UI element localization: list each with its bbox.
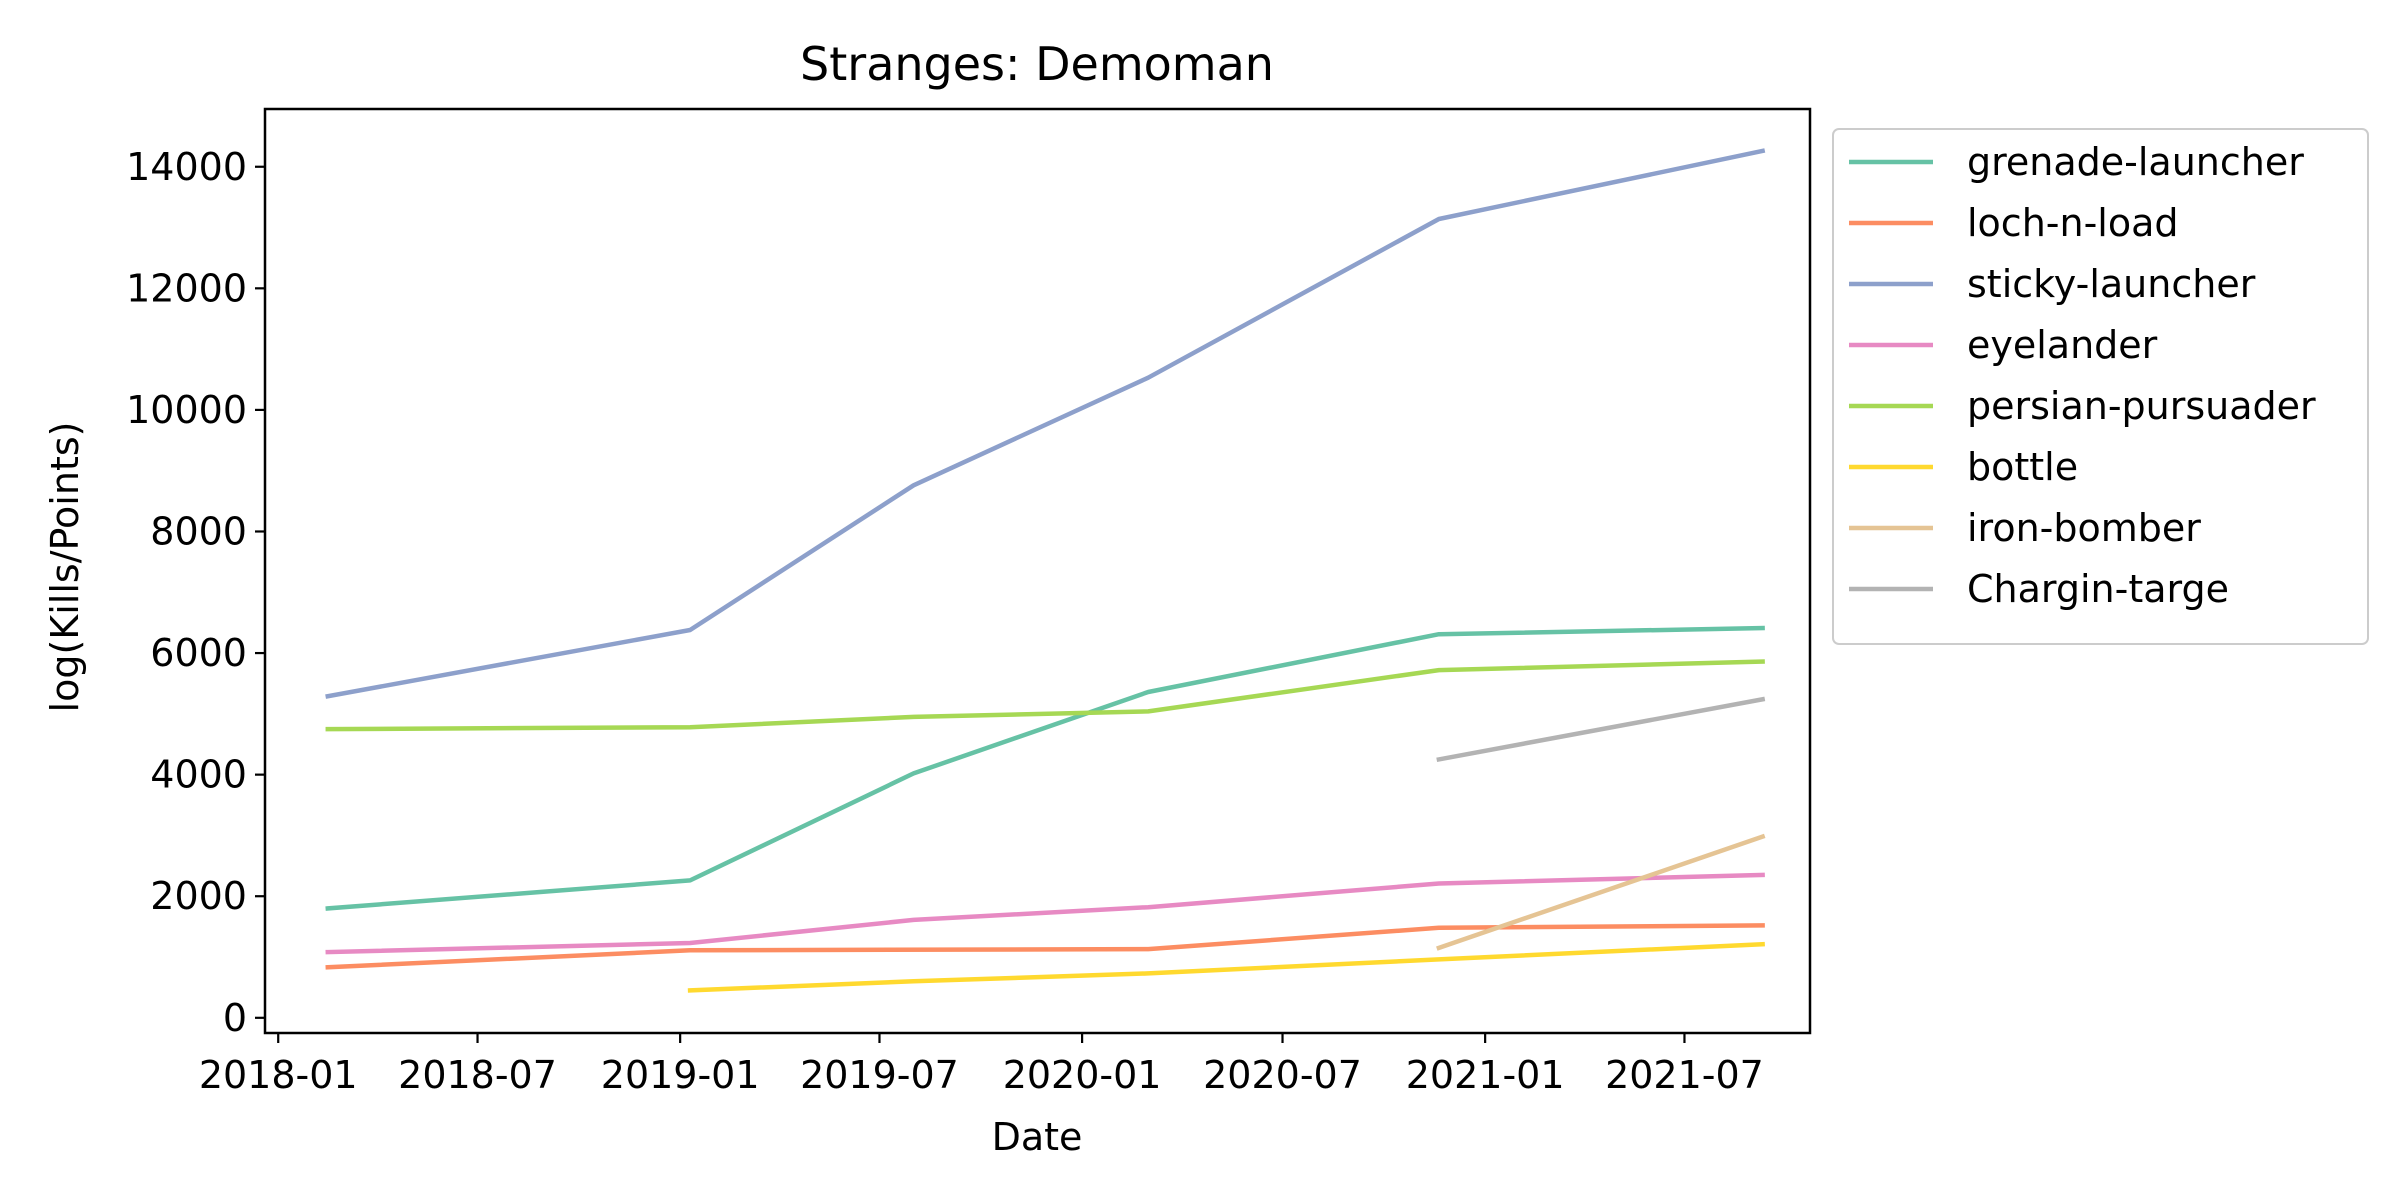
- legend-box: [1832, 128, 2369, 645]
- x-tick-label: 2019-01: [601, 1053, 760, 1097]
- legend-label-loch-n-load: loch-n-load: [1967, 201, 2179, 245]
- x-tick-label: 2020-01: [1003, 1053, 1162, 1097]
- y-tick-label: 2000: [150, 874, 247, 918]
- chart-title: Stranges: Demoman: [800, 37, 1274, 91]
- x-tick-label: 2018-01: [199, 1053, 358, 1097]
- y-tick-label: 8000: [150, 509, 247, 553]
- x-tick-label: 2018-07: [398, 1053, 557, 1097]
- x-tick-label: 2020-07: [1203, 1053, 1362, 1097]
- x-tick-label: 2021-01: [1406, 1053, 1565, 1097]
- legend-label-sticky-launcher: sticky-launcher: [1967, 262, 2256, 306]
- series-line-loch-n-load: [325, 923, 1765, 970]
- plot-frame: [263, 107, 1812, 1035]
- y-tick-label: 12000: [126, 266, 247, 310]
- series-line-grenade-launcher: [325, 625, 1765, 911]
- y-axis-label: log(Kills/Points): [43, 422, 87, 713]
- x-tick-label: 2021-07: [1605, 1053, 1764, 1097]
- x-tick-label: 2019-07: [800, 1053, 959, 1097]
- series-layer: [325, 148, 1766, 993]
- series-line-persian-pursuader: [325, 659, 1765, 732]
- legend-label-chargin-targe: Chargin-targe: [1967, 567, 2229, 611]
- y-tick-label: 6000: [150, 631, 247, 675]
- y-tick-label: 10000: [126, 388, 247, 432]
- legend-label-eyelander: eyelander: [1967, 323, 2158, 367]
- y-tick-label: 0: [223, 996, 247, 1040]
- series-line-bottle: [687, 941, 1765, 993]
- series-line-chargin-targe: [1436, 696, 1766, 763]
- legend-label-bottle: bottle: [1967, 445, 2078, 489]
- series-line-eyelander: [325, 872, 1765, 955]
- series-line-sticky-launcher: [325, 148, 1766, 699]
- y-tick-label: 4000: [150, 753, 247, 797]
- legend-label-persian-pursuader: persian-pursuader: [1967, 384, 2316, 428]
- y-tick-label: 14000: [126, 145, 247, 189]
- legend-label-grenade-launcher: grenade-launcher: [1967, 140, 2304, 184]
- legend-label-iron-bomber: iron-bomber: [1967, 506, 2201, 550]
- series-line-iron-bomber: [1436, 833, 1766, 951]
- legend: grenade-launcher loch-n-load sticky-launch…: [1832, 128, 2369, 645]
- x-axis-label: Date: [992, 1115, 1083, 1159]
- axes-layer: 0 2000 4000 6000 8000 10000 12000 14000 2018-01 2…: [126, 107, 1812, 1097]
